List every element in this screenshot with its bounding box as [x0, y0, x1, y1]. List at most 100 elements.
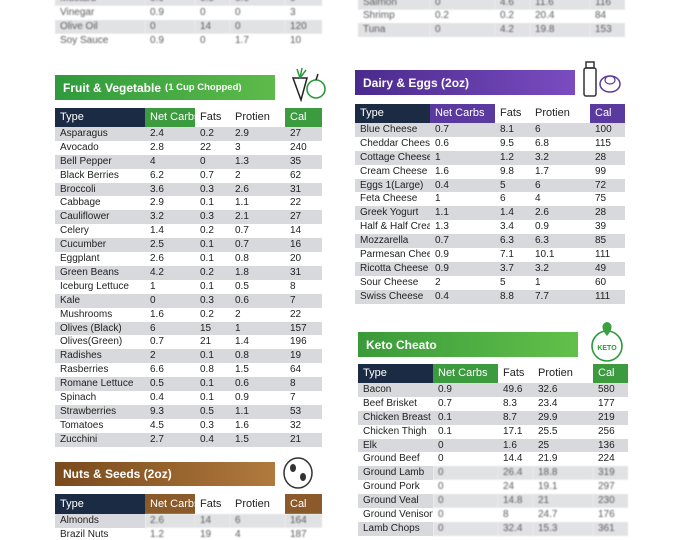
nutrient-value: 0.3	[195, 210, 230, 225]
food-name: Cream Cheese	[355, 164, 430, 179]
nutrient-value: 31	[285, 266, 322, 280]
nutrient-value: 7.7	[530, 289, 590, 304]
column-header: Net Carbs	[145, 494, 195, 514]
nutrient-value: 19	[195, 528, 230, 540]
food-name: Cabbage	[55, 196, 145, 211]
food-name: Rasberries	[55, 363, 145, 378]
column-header: Fats	[498, 364, 533, 383]
nutrient-value: 2.5	[145, 238, 195, 253]
section-title: Nuts & Seeds (2oz)	[55, 462, 275, 486]
nutrient-value: 14	[195, 20, 230, 34]
column-header: Cal	[590, 104, 625, 123]
nutrient-value: 27	[285, 210, 322, 225]
nutrient-value: 19.8	[530, 23, 590, 37]
column-header: Net Carbs	[433, 364, 498, 383]
column-header: Protien	[230, 108, 285, 127]
nutrient-value: 0	[433, 480, 498, 495]
nutrient-value: 0.9	[433, 383, 498, 397]
section-title-text: Nuts & Seeds (2oz)	[63, 467, 172, 481]
food-name: Ground Lamb	[358, 466, 433, 481]
nutrient-value: 0.7	[145, 335, 195, 350]
nutrient-value: 2.9	[145, 196, 195, 211]
nutrient-value: 2.1	[230, 210, 285, 225]
nutrient-value: 1.8	[230, 266, 285, 280]
nutrient-value: 120	[285, 20, 322, 34]
food-name: Sour Cheese	[355, 275, 430, 290]
nutrient-value: 14	[285, 224, 322, 239]
nutrient-value: 4.5	[145, 418, 195, 433]
nutrient-value: 3.7	[495, 262, 530, 276]
column-header: Net Carbs	[145, 108, 195, 127]
food-name: Elk	[358, 438, 433, 453]
nutrient-value: 3.4	[495, 220, 530, 235]
nutrient-value: 85	[590, 234, 625, 249]
nutrient-value: 1.3	[230, 154, 285, 169]
nutrient-value: 35	[285, 154, 322, 169]
column-header: Cal	[593, 364, 628, 383]
nutrient-value: 4	[230, 528, 285, 540]
nutrient-value: 0	[195, 34, 230, 48]
nutrient-value: 10	[285, 34, 322, 48]
nutrient-value: 22	[195, 140, 230, 155]
nutrient-value: 21	[533, 494, 593, 509]
nutrient-value: 1	[430, 192, 495, 207]
nutrient-value: 1.1	[430, 206, 495, 221]
nutrient-value: 7	[285, 391, 322, 405]
dairy-icon	[583, 61, 621, 97]
nutrient-value: 4	[145, 154, 195, 169]
nutrient-value: 580	[593, 383, 628, 397]
nutrient-value: 0.1	[195, 349, 230, 364]
nutrient-value: 0	[433, 466, 498, 481]
nut-icon	[283, 457, 313, 489]
nutrient-value: 11.6	[530, 0, 590, 10]
nutrient-value: 60	[590, 275, 625, 290]
nutrient-value: 187	[285, 528, 322, 540]
nutrient-value: 24.7	[533, 508, 593, 522]
food-name: Parmesan Cheese	[355, 248, 430, 262]
nutrient-value: 29.9	[533, 410, 593, 425]
food-name: Cucumber	[55, 238, 145, 253]
food-name: Blue Cheese	[355, 123, 430, 137]
nutrient-value: 1.6	[230, 418, 285, 433]
nutrient-value: 3	[230, 140, 285, 155]
nutrient-value: 27	[285, 127, 322, 141]
nutrient-value: 0.3	[195, 293, 230, 308]
food-name: Eggplant	[55, 252, 145, 266]
nutrient-value: 0.7	[433, 396, 498, 411]
nutrient-value: 14.4	[498, 452, 533, 467]
nutrient-value: 19.1	[533, 480, 593, 495]
food-name: Chicken Breast	[358, 410, 433, 425]
nutrient-value: 8	[498, 508, 533, 522]
nutrient-value: 8.8	[495, 289, 530, 304]
nutrient-value: 49	[590, 262, 625, 276]
nutrient-value: 32.4	[498, 522, 533, 536]
section-title-text: Fruit & Vegetable	[63, 80, 162, 95]
nutrient-value: 0.3	[195, 182, 230, 197]
nutrient-value: 1	[530, 275, 590, 290]
svg-text:KETO: KETO	[597, 345, 617, 352]
nutrient-value: 0	[230, 20, 285, 34]
food-name: Olive Oil	[55, 20, 145, 34]
nutrient-value: 7	[285, 293, 322, 308]
nutrient-value: 7.1	[495, 248, 530, 262]
food-name: Avocado	[55, 140, 145, 155]
nutrient-value: 2	[230, 307, 285, 322]
food-name: Ground Beef	[358, 452, 433, 467]
nutrient-value: 2	[145, 349, 195, 364]
nutrient-value: 0.9	[530, 220, 590, 235]
food-name: Soy Sauce	[55, 34, 145, 48]
nutrient-value: 0.2	[195, 224, 230, 239]
column-header: Fats	[495, 104, 530, 123]
nutrient-value: 2.4	[145, 127, 195, 141]
food-name: Ground Veal	[358, 494, 433, 509]
nutrient-value: 1.2	[495, 150, 530, 165]
nutrient-value: 2.8	[145, 140, 195, 155]
nutrient-value: 0.2	[195, 307, 230, 322]
food-name: Tuna	[358, 23, 430, 37]
nutrient-value: 2.6	[145, 252, 195, 266]
nutrient-value: 8.3	[498, 396, 533, 411]
nutrient-value: 0.1	[195, 377, 230, 392]
nutrient-value: 0.7	[230, 224, 285, 239]
column-header: Type	[355, 104, 430, 123]
